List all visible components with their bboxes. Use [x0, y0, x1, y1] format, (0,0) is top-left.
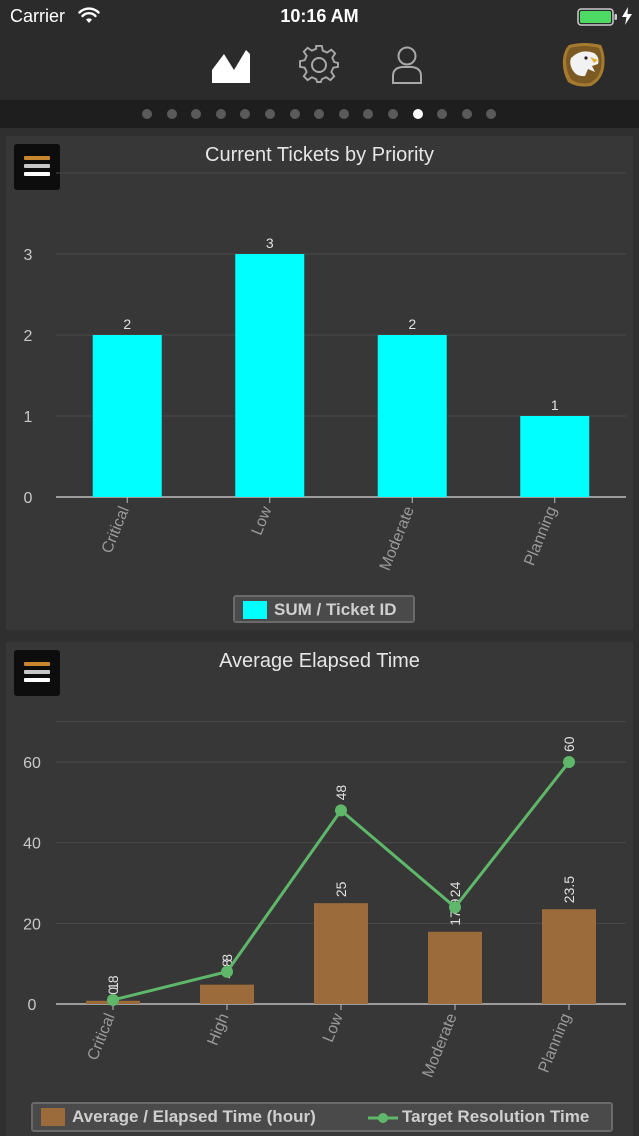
menu-line-icon: [24, 678, 50, 682]
bar-data-label: 0.8: [105, 975, 121, 995]
hamburger-menu-button[interactable]: [14, 144, 60, 190]
page-dot[interactable]: [388, 109, 398, 119]
bar-chart: 0 1 2 3 2 Critical 3 Low 2 Moderate 1 Planning: [24, 172, 626, 573]
y-tick-label: 60: [23, 755, 41, 772]
x-tick-label: Low: [320, 1011, 347, 1045]
hamburger-menu-button[interactable]: [14, 650, 60, 696]
carrier-label: Carrier: [10, 6, 66, 26]
legend-label-bar: Average / Elapsed Time (hour): [72, 1107, 316, 1126]
chart-title: Average Elapsed Time: [219, 650, 420, 672]
menu-line-icon: [24, 156, 50, 160]
page-dot[interactable]: [191, 109, 202, 119]
chart-panel-tickets-by-priority: Current Tickets by Priority 0 1 2 3 2 Critica…: [6, 136, 633, 630]
status-bar: Carrier 10:16 AM: [0, 0, 639, 34]
data-label: 3: [266, 235, 274, 251]
bar: [200, 984, 254, 1004]
legend-label-line: Target Resolution Time: [402, 1107, 590, 1126]
chart-icon[interactable]: [212, 48, 252, 84]
x-tick-label: Low: [249, 504, 276, 538]
x-tick-label: Critical: [99, 504, 133, 556]
x-tick-label: Planning: [521, 504, 560, 568]
bar: [542, 909, 596, 1004]
x-tick-label: Planning: [536, 1011, 575, 1075]
x-tick-label: Moderate: [377, 504, 418, 573]
page-dot[interactable]: [142, 109, 152, 119]
y-tick-label: 1: [24, 409, 33, 426]
nav-bar: [0, 34, 639, 100]
line-point: [335, 804, 347, 817]
page-dot[interactable]: [363, 109, 374, 119]
y-tick-label: 2: [24, 328, 33, 345]
line-point: [107, 993, 119, 1006]
bar: [92, 335, 162, 497]
line-data-label: 8: [219, 954, 235, 962]
bar: [235, 254, 305, 497]
line-point: [563, 756, 575, 768]
legend-swatch-line: [368, 1113, 398, 1123]
bar-data-label: 23.5: [561, 876, 577, 903]
y-tick-label: 40: [23, 836, 41, 853]
wifi-icon: [78, 7, 100, 23]
gear-icon[interactable]: [299, 45, 339, 85]
x-tick-label: Critical: [85, 1011, 119, 1063]
page-dot[interactable]: [289, 109, 300, 119]
menu-line-icon: [24, 662, 50, 666]
x-tick-label: High: [205, 1011, 233, 1048]
menu-line-icon: [24, 172, 50, 176]
charging-bolt-icon: [622, 7, 632, 25]
chart-panel-average-elapsed-time: Average Elapsed Time 0 20 40 60 0.8 Critical 4…: [6, 642, 633, 1136]
clock: 10:16 AM: [280, 6, 359, 26]
x-tick-label: Moderate: [420, 1011, 461, 1080]
page-dot[interactable]: [461, 109, 472, 119]
y-tick-label: 0: [24, 490, 33, 507]
bar: [377, 335, 447, 497]
line-data-label: 1: [105, 982, 121, 990]
page-dot[interactable]: [166, 109, 177, 119]
page-dot[interactable]: [437, 109, 448, 119]
page-dot[interactable]: [240, 109, 251, 119]
y-tick-label: 20: [23, 916, 41, 933]
page-indicator[interactable]: [0, 100, 639, 128]
line-point: [221, 965, 233, 978]
eagle-logo-icon[interactable]: [561, 42, 607, 88]
menu-line-icon: [24, 164, 50, 168]
page-dot[interactable]: [314, 109, 325, 119]
menu-line-icon: [24, 670, 50, 674]
page-dot[interactable]: [486, 109, 497, 119]
y-tick-label: 0: [28, 997, 37, 1014]
data-label: 2: [408, 316, 416, 332]
bar-data-label: 25: [333, 881, 349, 897]
bar: [314, 903, 368, 1004]
page-dot-active[interactable]: [412, 109, 423, 119]
chart-legend[interactable]: Average / Elapsed Time (hour) Target Res…: [31, 1102, 613, 1132]
line-data-label: 24: [447, 881, 463, 897]
bar: [428, 931, 482, 1004]
legend-label: SUM / Ticket ID: [274, 600, 397, 619]
chart-title: Current Tickets by Priority: [205, 144, 434, 166]
battery-icon: [577, 8, 617, 26]
data-label: 1: [551, 397, 559, 413]
data-label: 2: [123, 316, 131, 332]
combo-chart: 02040600.8Critical4.8High25Low17.9Modera…: [23, 721, 626, 1080]
page-dot[interactable]: [338, 109, 349, 119]
user-icon[interactable]: [391, 45, 423, 85]
chart-legend[interactable]: SUM / Ticket ID: [233, 595, 415, 623]
bar: [520, 416, 590, 497]
line-data-label: 48: [333, 785, 349, 801]
y-tick-label: 3: [24, 247, 33, 264]
legend-swatch: [243, 601, 267, 619]
page-dot[interactable]: [215, 109, 226, 119]
line-data-label: 60: [561, 736, 577, 752]
legend-swatch-bar: [41, 1108, 65, 1126]
line-point: [449, 901, 461, 914]
page-dot[interactable]: [265, 109, 275, 119]
